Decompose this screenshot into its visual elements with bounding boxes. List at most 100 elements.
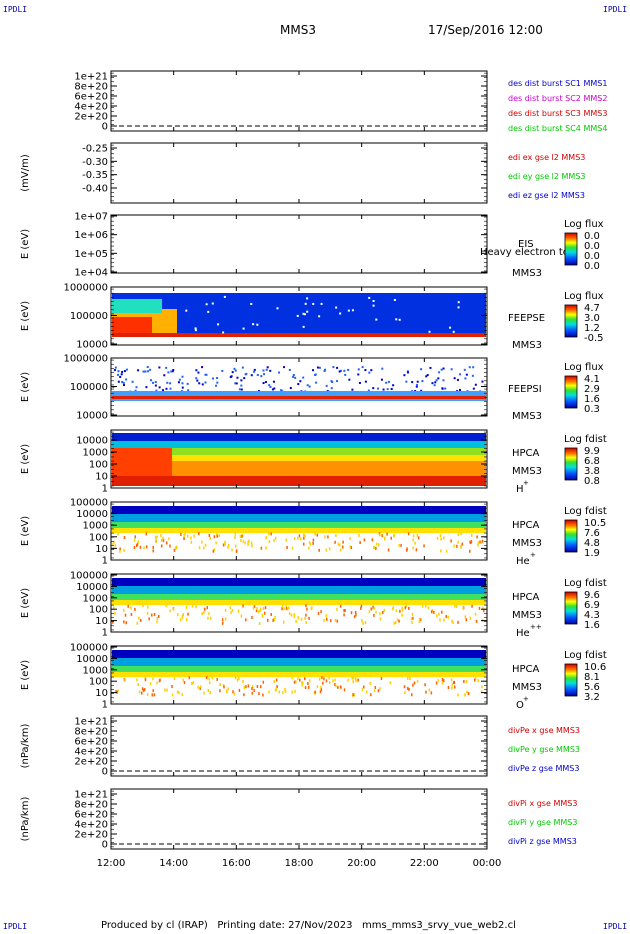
heatmap-cell bbox=[403, 374, 406, 377]
heatmap-cell bbox=[207, 688, 210, 692]
heatmap-cell bbox=[112, 317, 152, 335]
heatmap-cell bbox=[117, 380, 120, 383]
heatmap-cell bbox=[272, 618, 274, 622]
heatmap-cell bbox=[134, 607, 136, 611]
heatmap-cell bbox=[274, 616, 276, 620]
heatmap-cell bbox=[431, 382, 434, 385]
heatmap-cell bbox=[206, 606, 208, 610]
heatmap-cell bbox=[253, 688, 255, 692]
heatmap-cell bbox=[262, 606, 265, 610]
heatmap-cell bbox=[273, 618, 275, 622]
heatmap-cell bbox=[405, 380, 408, 383]
heatmap-cell bbox=[141, 687, 144, 691]
heatmap-cell bbox=[145, 386, 148, 389]
heatmap-cell bbox=[457, 620, 459, 624]
colorbar bbox=[564, 375, 578, 409]
heatmap-cell bbox=[377, 689, 380, 693]
colorbar-title: Log fdist bbox=[564, 506, 607, 517]
heatmap-cell bbox=[112, 578, 486, 586]
heatmap-cell bbox=[156, 535, 158, 539]
heatmap-cell bbox=[440, 549, 442, 553]
heatmap-cell bbox=[166, 381, 169, 384]
heatmap-cell bbox=[360, 606, 362, 610]
heatmap-cell bbox=[353, 615, 356, 619]
legend-label: edi ey gse l2 MMS3 bbox=[508, 172, 586, 181]
heatmap-cell bbox=[385, 381, 388, 384]
heatmap-cell bbox=[319, 677, 321, 681]
heatmap-cell bbox=[375, 610, 377, 614]
heatmap-cell bbox=[146, 366, 149, 369]
heatmap-cell bbox=[437, 679, 440, 683]
legend-label: des dist burst SC2 MMS2 bbox=[508, 94, 607, 103]
heatmap-cell bbox=[236, 678, 239, 682]
heatmap-cell bbox=[244, 541, 247, 545]
x-tick-label: 16:00 bbox=[222, 858, 251, 869]
heatmap-cell bbox=[250, 374, 253, 377]
heatmap-cell bbox=[330, 387, 333, 390]
heatmap-cell bbox=[334, 683, 336, 687]
heatmap-cell bbox=[415, 383, 418, 386]
species-label: H bbox=[516, 484, 524, 495]
heatmap-cell bbox=[361, 688, 364, 692]
heatmap-cell bbox=[466, 690, 468, 694]
heatmap-cell bbox=[350, 611, 353, 615]
heatmap-cell bbox=[418, 617, 421, 621]
heatmap-cell bbox=[462, 606, 464, 610]
y-tick-label: 1000 bbox=[83, 665, 108, 676]
heatmap-cell bbox=[450, 678, 453, 682]
heatmap-cell bbox=[320, 685, 322, 689]
heatmap-cell bbox=[412, 538, 414, 542]
y-tick-label: 8e+20 bbox=[74, 82, 108, 93]
heatmap-cell bbox=[240, 379, 243, 382]
heatmap-cell bbox=[227, 545, 229, 549]
heatmap-cell bbox=[218, 533, 221, 537]
heatmap-cell bbox=[124, 613, 127, 617]
heatmap-cell bbox=[393, 621, 395, 625]
heatmap-cell bbox=[314, 690, 316, 694]
heatmap-cell bbox=[395, 318, 398, 321]
heatmap-cell bbox=[318, 366, 321, 369]
heatmap-cell bbox=[216, 377, 219, 380]
heatmap-cell bbox=[291, 690, 293, 694]
heatmap-cell bbox=[203, 691, 205, 695]
heatmap-cell bbox=[481, 380, 484, 383]
heatmap-cell bbox=[456, 378, 459, 381]
species-charge: ++ bbox=[530, 623, 542, 631]
heatmap-cell bbox=[282, 620, 285, 624]
heatmap-cell bbox=[266, 366, 269, 369]
heatmap-cell bbox=[447, 615, 449, 619]
heatmap-cell bbox=[435, 681, 438, 685]
heatmap-cell bbox=[405, 604, 408, 608]
heatmap-cell bbox=[323, 618, 325, 622]
heatmap-cell bbox=[382, 388, 385, 391]
heatmap-cell bbox=[401, 613, 403, 617]
heatmap-cell bbox=[477, 679, 479, 683]
heatmap-cell bbox=[165, 366, 168, 369]
heatmap-cell bbox=[187, 389, 190, 392]
heatmap-cell bbox=[339, 685, 342, 689]
heatmap-cell bbox=[414, 541, 416, 545]
heatmap-cell bbox=[136, 621, 138, 625]
colorbar-tick-label: 3.0 bbox=[584, 313, 600, 324]
heatmap-cell bbox=[121, 381, 124, 384]
heatmap-cell bbox=[357, 678, 359, 682]
y-tick-label: 100000 bbox=[70, 382, 108, 393]
heatmap-cell bbox=[464, 615, 467, 619]
heatmap-cell bbox=[266, 618, 269, 622]
heatmap-cell bbox=[229, 606, 232, 610]
heatmap-cell bbox=[413, 681, 416, 685]
heatmap-cell bbox=[233, 367, 236, 370]
heatmap-cell bbox=[262, 382, 265, 385]
heatmap-cell bbox=[290, 613, 293, 617]
heatmap-cell bbox=[365, 690, 368, 694]
overlay-label: Heavy electron to bbox=[480, 247, 569, 258]
heatmap-cell bbox=[425, 375, 428, 378]
panel-feepsi: 1000000 100000 10000 E (eV) FEEPSI MMS3 Log fl… bbox=[20, 354, 604, 423]
y-tick-label: 100000 bbox=[70, 571, 108, 582]
heatmap-cell bbox=[223, 295, 226, 298]
heatmap-cell bbox=[457, 306, 460, 309]
heatmap-cell bbox=[386, 532, 388, 536]
heatmap-cell bbox=[185, 618, 188, 622]
heatmap-cell bbox=[269, 385, 272, 388]
